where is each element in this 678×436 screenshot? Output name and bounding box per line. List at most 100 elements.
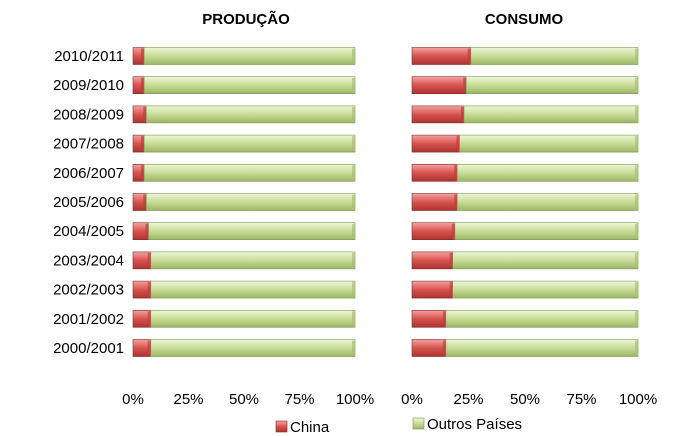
bar-china bbox=[411, 309, 447, 328]
bar-outros-paises bbox=[143, 76, 356, 94]
bar-outros-paises bbox=[456, 164, 639, 182]
legend-label: China bbox=[290, 419, 330, 436]
bar-outros-paises bbox=[146, 193, 356, 211]
chart-title: CONSUMO bbox=[485, 11, 564, 28]
bar-cap bbox=[442, 311, 446, 327]
category-label: 2003/2004 bbox=[53, 252, 124, 269]
bar-cap bbox=[141, 136, 145, 152]
bar-cap bbox=[467, 48, 471, 64]
bar-outros-paises bbox=[150, 309, 356, 328]
bar-cap bbox=[635, 223, 638, 239]
bar-cap bbox=[635, 48, 638, 64]
bar-cap bbox=[463, 77, 467, 93]
bar-china bbox=[411, 76, 467, 94]
bar-outros-paises bbox=[445, 339, 639, 357]
bar-cap bbox=[635, 340, 638, 356]
category-label: 2010/2011 bbox=[54, 48, 124, 65]
category-label: 2001/2002 bbox=[53, 311, 124, 328]
bar-cap bbox=[145, 223, 149, 239]
bar-cap bbox=[352, 106, 355, 122]
bar-cap bbox=[449, 252, 453, 268]
bar-cap bbox=[141, 77, 145, 93]
bar-outros-paises bbox=[150, 339, 356, 357]
bar-cap bbox=[456, 136, 460, 152]
chart-panel-consumo: CONSUMO 0% 25% 50% 75% 100% bbox=[401, 11, 657, 408]
bar-outros-paises bbox=[143, 164, 356, 182]
bar-outros-paises bbox=[452, 251, 639, 270]
category-label: 2004/2005 bbox=[53, 223, 124, 240]
bar-china bbox=[411, 47, 472, 65]
bar-cap bbox=[442, 340, 446, 356]
category-label: 2008/2009 bbox=[53, 106, 124, 123]
legend-swatch-china bbox=[275, 420, 288, 433]
bar-cap bbox=[635, 252, 638, 268]
bar-cap bbox=[352, 165, 355, 181]
bar-cap bbox=[352, 194, 355, 210]
legend-swatch-outros-paises bbox=[412, 417, 425, 430]
category-label: 2000/2001 bbox=[53, 340, 124, 357]
category-label: 2009/2010 bbox=[53, 77, 124, 94]
bar-cap bbox=[352, 223, 355, 239]
bar-china bbox=[411, 339, 447, 357]
bar-outros-paises bbox=[454, 222, 639, 240]
bar-cap bbox=[352, 311, 355, 327]
bar-cap bbox=[461, 106, 464, 122]
bar-china bbox=[411, 251, 454, 270]
bar-china bbox=[411, 134, 460, 153]
bar-outros-paises bbox=[465, 76, 639, 94]
bar-cap bbox=[635, 311, 638, 327]
bar-cap bbox=[635, 77, 638, 93]
bar-china bbox=[411, 280, 454, 299]
x-tick-label: 75% bbox=[284, 391, 314, 408]
bar-cap bbox=[141, 165, 145, 181]
bar-cap bbox=[352, 77, 355, 93]
bar-outros-paises bbox=[148, 222, 356, 240]
bar-cap bbox=[635, 282, 638, 298]
bar-outros-paises bbox=[143, 47, 356, 65]
category-label: 2006/2007 bbox=[53, 165, 124, 182]
bar-china bbox=[411, 164, 458, 182]
bar-cap bbox=[143, 106, 147, 122]
bar-cap bbox=[147, 252, 151, 268]
bar-china bbox=[411, 222, 456, 240]
bar-cap bbox=[352, 136, 355, 152]
bar-cap bbox=[352, 48, 355, 64]
x-tick-label: 0% bbox=[122, 391, 144, 408]
legend-label: Outros Países bbox=[427, 416, 522, 433]
bar-cap bbox=[352, 340, 355, 356]
bar-outros-paises bbox=[463, 105, 639, 124]
category-label: 2005/2006 bbox=[53, 194, 124, 211]
bar-china bbox=[411, 105, 465, 124]
bar-cap bbox=[635, 136, 638, 152]
bar-outros-paises bbox=[470, 47, 639, 65]
chart-title: PRODUÇÃO bbox=[202, 10, 290, 28]
x-tick-label: 50% bbox=[229, 391, 259, 408]
legend: China Outros Países bbox=[275, 416, 522, 436]
bar-cap bbox=[141, 48, 145, 64]
bar-cap bbox=[635, 165, 638, 181]
bar-outros-paises bbox=[452, 280, 639, 299]
bar-cap bbox=[147, 340, 151, 356]
bar-cap bbox=[635, 194, 638, 210]
bar-cap bbox=[449, 282, 453, 298]
bar-cap bbox=[352, 252, 355, 268]
bar-outros-paises bbox=[459, 134, 639, 153]
bar-outros-paises bbox=[143, 134, 356, 153]
bar-cap bbox=[635, 106, 638, 122]
bar-cap bbox=[143, 194, 147, 210]
category-label: 2007/2008 bbox=[53, 136, 124, 153]
bar-china bbox=[411, 193, 458, 211]
x-tick-label: 25% bbox=[173, 391, 203, 408]
bar-cap bbox=[454, 165, 458, 181]
x-tick-label: 100% bbox=[336, 391, 374, 408]
category-label: 2002/2003 bbox=[53, 282, 124, 299]
bar-cap bbox=[454, 194, 458, 210]
x-tick-label: 75% bbox=[566, 391, 596, 408]
bar-outros-paises bbox=[146, 105, 356, 124]
x-tick-label: 0% bbox=[401, 391, 423, 408]
bar-cap bbox=[147, 282, 151, 298]
x-tick-label: 100% bbox=[619, 391, 657, 408]
x-tick-label: 50% bbox=[510, 391, 540, 408]
bar-outros-paises bbox=[445, 309, 639, 328]
